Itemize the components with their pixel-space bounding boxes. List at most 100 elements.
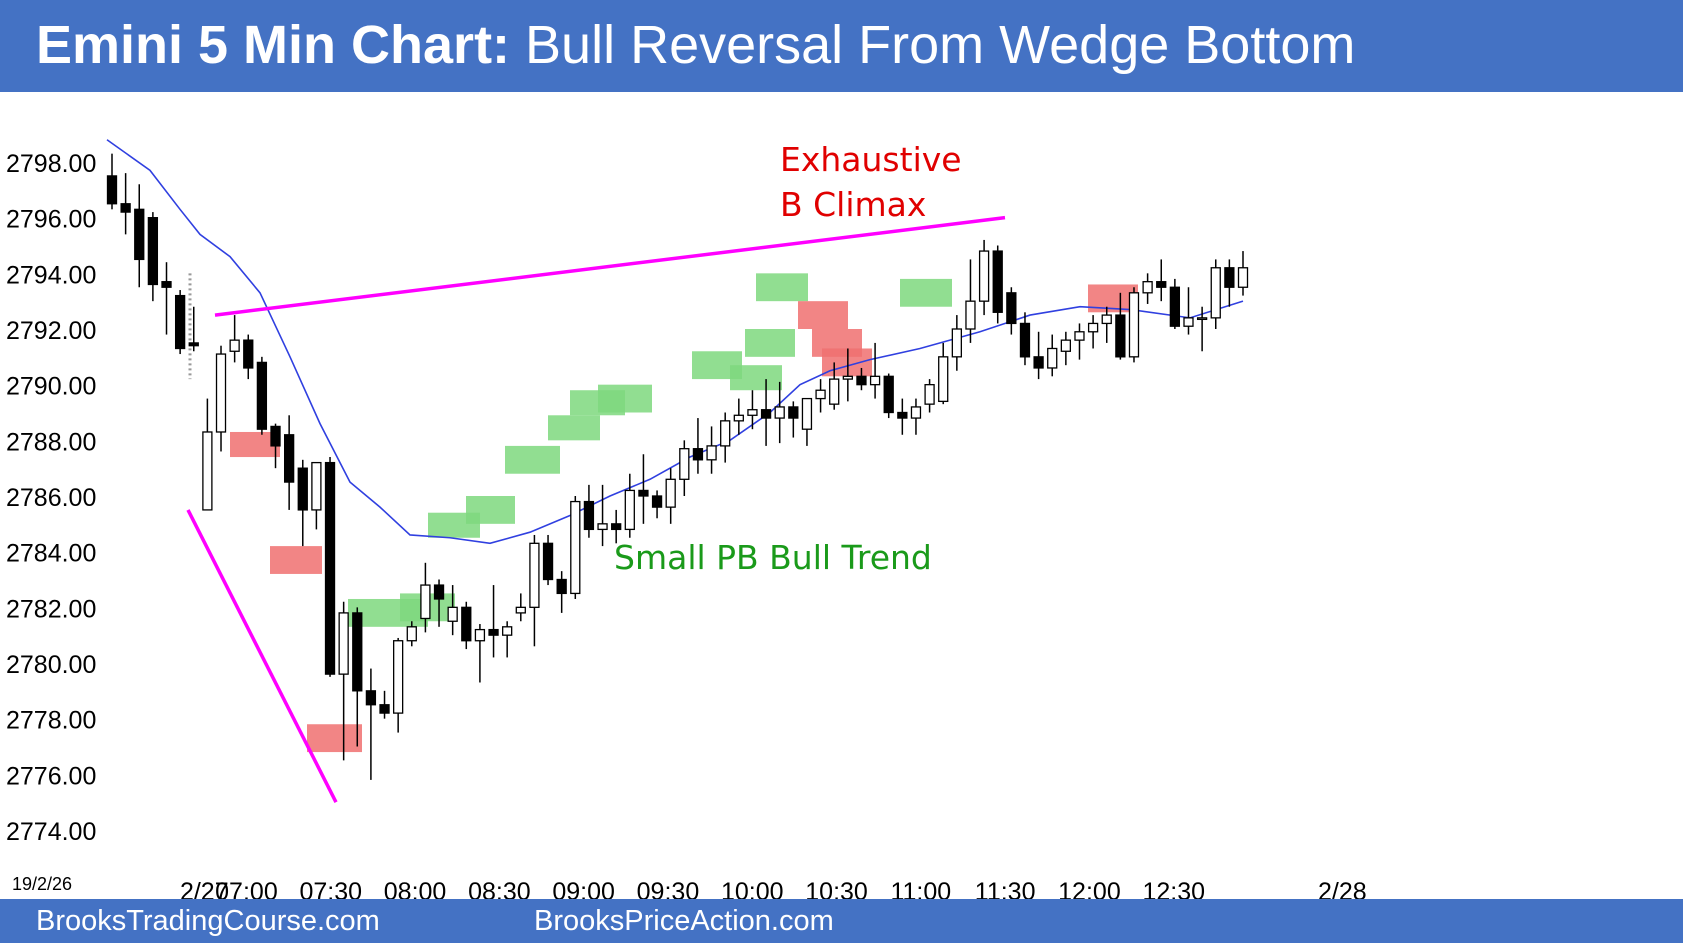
y-tick-label: 2796.00 — [6, 206, 96, 234]
x-tick-label: 07:30 — [299, 878, 362, 899]
bull-candle — [570, 500, 581, 595]
bear-candle — [638, 489, 649, 497]
price-chart: 2774.00 2776.00 2778.00 2780.00 2782.00 2784.… — [6, 139, 1367, 899]
x-tick-label: 12:00 — [1058, 878, 1121, 899]
bull-candle — [815, 389, 826, 400]
x-tick-label: 11:00 — [890, 878, 951, 899]
header-bar: Emini 5 Min Chart: Bull Reversal From We… — [0, 0, 1683, 92]
bear-candle — [188, 342, 199, 347]
bear-candle — [692, 448, 704, 461]
title-rest: Bull Reversal From Wedge Bottom — [510, 15, 1356, 75]
bear-candle — [174, 294, 186, 350]
footer-left-link[interactable]: BrooksTradingCourse.com — [36, 905, 380, 937]
bear-candle — [897, 411, 908, 419]
bull-candle — [1142, 281, 1153, 294]
x-tick-label: 09:00 — [552, 878, 615, 899]
bull-candle — [1210, 267, 1221, 319]
bull-candle — [1183, 317, 1194, 327]
bear-candle — [379, 704, 390, 714]
bear-signal-highlight — [798, 301, 848, 329]
x-tick-label: 08:30 — [468, 878, 531, 899]
bull-signal-highlight — [756, 273, 808, 302]
y-tick-label: 2790.00 — [6, 373, 96, 401]
bull-candle — [338, 612, 349, 675]
wedge-top-line — [214, 215, 1006, 317]
footer-bar: BrooksTradingCourse.com BrooksPriceActio… — [0, 899, 1683, 943]
bear-candle — [352, 612, 363, 692]
y-tick-label: 2794.00 — [6, 261, 96, 289]
bull-candle — [311, 461, 322, 511]
bull-candle — [1128, 292, 1140, 358]
bull-candle — [978, 250, 990, 302]
x-tick-label: 07:00 — [215, 878, 278, 899]
x-tick-label: 12:30 — [1142, 878, 1205, 899]
bull-candle — [447, 606, 458, 622]
bull-candle — [951, 328, 962, 358]
bull-candle — [529, 542, 540, 608]
bull-signal-highlight — [466, 496, 515, 524]
bear-signal-highlight — [307, 724, 362, 753]
bear-candle — [1156, 281, 1167, 288]
bear-candle — [1006, 292, 1017, 325]
bear-candle — [243, 339, 254, 369]
x-tick-label: 09:30 — [637, 878, 700, 899]
bull-candle — [842, 375, 853, 380]
bear-candle — [134, 208, 145, 261]
bull-candle — [965, 300, 976, 330]
bull-candle — [1101, 314, 1112, 325]
x-tick-label: 2/27 — [180, 878, 229, 899]
date-label: 19/2/26 — [12, 874, 72, 894]
bull-candle — [215, 353, 227, 433]
bull-candle — [597, 523, 608, 531]
bull-candle — [229, 339, 240, 352]
x-tick-label: 10:30 — [805, 878, 868, 899]
y-tick-label: 2776.00 — [6, 762, 96, 790]
y-tick-label: 2786.00 — [6, 484, 96, 512]
footer-right-link[interactable]: BrooksPriceAction.com — [534, 905, 834, 937]
bear-candle — [283, 434, 295, 483]
bull-candle — [910, 406, 922, 419]
bear-candle — [1169, 286, 1181, 327]
bear-candle — [147, 217, 159, 286]
bear-candle — [365, 690, 377, 706]
annotation-b-climax: B Climax — [780, 185, 927, 224]
bear-candle — [433, 584, 445, 600]
y-tick-label: 2792.00 — [6, 317, 96, 345]
bull-candle — [474, 628, 486, 642]
bull-candle — [747, 409, 758, 416]
bear-candle — [488, 628, 499, 636]
bear-candle — [583, 500, 595, 531]
y-tick-label: 2780.00 — [6, 651, 96, 679]
wedge-bottom-line — [186, 509, 338, 803]
bull-candle — [1047, 347, 1058, 369]
annotation-small-pb-bull-trend: Small PB Bull Trend — [614, 538, 932, 577]
bull-candle — [869, 375, 881, 386]
bear-candle — [461, 606, 472, 642]
bull-signal-highlight — [548, 415, 600, 441]
bear-candle — [760, 409, 772, 419]
bear-candle — [106, 175, 118, 205]
bear-candle — [556, 578, 567, 595]
bear-candle — [270, 425, 281, 447]
bull-candle — [1237, 267, 1249, 288]
x-tick-label: 2/28 — [1318, 878, 1367, 899]
bull-candle — [679, 448, 690, 480]
x-tick-label: 08:00 — [384, 878, 447, 899]
bull-candle — [1060, 339, 1072, 352]
bull-candle — [420, 584, 431, 620]
y-tick-label: 2784.00 — [6, 540, 96, 568]
bull-candle — [829, 378, 840, 405]
chart-title: Emini 5 Min Chart: Bull Reversal From We… — [36, 14, 1355, 76]
bull-signal-highlight — [505, 445, 560, 474]
bear-candle — [856, 375, 867, 386]
bear-candle — [883, 375, 894, 414]
title-bold: Emini 5 Min Chart: — [36, 15, 511, 75]
bear-candle — [161, 281, 172, 288]
bear-candle — [788, 406, 799, 419]
y-tick-label: 2774.00 — [6, 818, 96, 846]
bull-candle — [924, 384, 935, 405]
bull-candle — [733, 414, 744, 422]
bull-candle — [515, 606, 526, 614]
bear-candle — [1115, 314, 1126, 358]
bear-candle — [297, 467, 308, 511]
